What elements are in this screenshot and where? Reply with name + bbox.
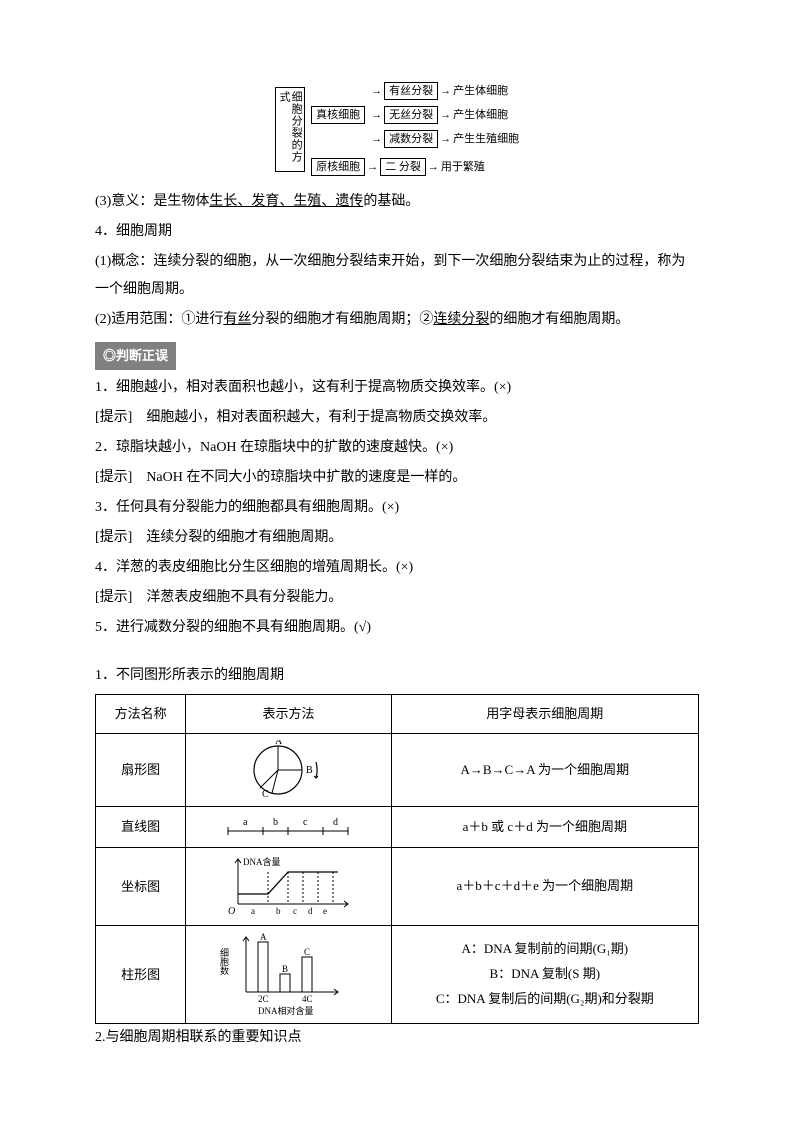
row0-out: 产生体细胞 (453, 80, 508, 102)
branch1-row0: → 有丝分裂 → 产生体细胞 (369, 80, 519, 102)
row3-name: 柱形图 (96, 926, 186, 1024)
svg-text:e: e (323, 906, 327, 916)
hint-3: [提示] 连续分裂的细胞才有细胞周期。 (95, 524, 699, 552)
row1-name: 直线图 (96, 807, 186, 848)
p4b: 分裂的细胞才有细胞周期；② (251, 312, 433, 327)
paragraph-4: 4．细胞周期 (95, 218, 699, 246)
table-intro: 1．不同图形所表示的细胞周期 (95, 662, 699, 690)
table-row: 直线图 a b c d a＋b 或 c＋d 为一个细胞周期 (96, 807, 699, 848)
judge-badge: ◎判断正误 (95, 342, 176, 370)
svg-text:a: a (251, 906, 255, 916)
arrow-icon: → (371, 128, 382, 150)
row3-line2: C：DNA 复制后的间期(G₂期)和分裂期 (436, 991, 654, 1006)
svg-text:c: c (293, 906, 297, 916)
row3-desc: A：DNA 复制前的间期(G₁期) B：DNA 复制(S 期) C：DNA 复制… (391, 926, 698, 1024)
svg-text:C: C (304, 947, 310, 957)
svg-text:O: O (228, 906, 235, 917)
hint-2: [提示] NaOH 在不同大小的琼脂块中扩散的速度是一样的。 (95, 464, 699, 492)
svg-text:B: B (282, 964, 288, 974)
row0-name: 扇形图 (96, 734, 186, 807)
p4-u1: 有丝 (223, 312, 251, 327)
arrow-icon: → (440, 104, 451, 126)
line-chart-icon: a b c d (218, 813, 358, 841)
svg-text:b: b (273, 817, 278, 828)
row0-box: 有丝分裂 (384, 82, 438, 100)
hint-4: [提示] 洋葱表皮细胞不具有分裂能力。 (95, 584, 699, 612)
svg-text:b: b (276, 906, 281, 916)
after-table: 2.与细胞周期相联系的重要知识点 (95, 1024, 699, 1052)
p1-underline: 生长、发育、生殖、遗传 (209, 194, 363, 209)
diagram-root: 细胞分裂的方式 (275, 87, 305, 172)
paragraph-concept: (1)概念：连续分裂的细胞，从一次细胞分裂结束开始，到下一次细胞分裂结束为止的过… (95, 248, 699, 304)
svg-text:2C: 2C (258, 994, 269, 1004)
row3-line1: B：DNA 复制(S 期) (490, 966, 601, 981)
branch2-row-out: 用于繁殖 (441, 156, 485, 178)
axis-chart-icon: DNA含量 O a b c d e (218, 854, 358, 919)
svg-text:B: B (306, 765, 313, 776)
row2-svg: DNA含量 O a b c d e (186, 848, 391, 926)
question-5: 5．进行减数分裂的细胞不具有细胞周期。(√) (95, 614, 699, 642)
pie-chart-icon: A B C (228, 740, 348, 800)
row2-desc: a＋b＋c＋d＋e 为一个细胞周期 (391, 848, 698, 926)
row2-name: 坐标图 (96, 848, 186, 926)
svg-text:4C: 4C (302, 994, 313, 1004)
row1-box: 无丝分裂 (384, 106, 438, 124)
p1-end: 的基础。 (363, 194, 419, 209)
table-row: 扇形图 A B C A→B→C→A 为一个细胞周期 (96, 734, 699, 807)
question-3: 3．任何具有分裂能力的细胞都具有细胞周期。(×) (95, 494, 699, 522)
svg-text:DNA含量: DNA含量 (243, 856, 281, 867)
branch2-label: 原核细胞 (311, 158, 365, 176)
arrow-icon: → (428, 156, 439, 178)
svg-text:a: a (243, 817, 248, 828)
svg-text:d: d (333, 817, 338, 828)
cell-division-diagram: 细胞分裂的方式 真核细胞 → 有丝分裂 → 产生体细胞 → 无丝分裂 → 产生体… (95, 80, 699, 178)
p4c: 的细胞才有细胞周期。 (489, 312, 629, 327)
arrow-icon: → (367, 156, 378, 178)
row1-out: 产生体细胞 (453, 104, 508, 126)
svg-text:d: d (308, 906, 313, 916)
branch-prokaryote: 原核细胞 → 二 分裂 → 用于繁殖 (311, 156, 519, 178)
branch1-label: 真核细胞 (311, 106, 365, 124)
branch-eukaryote: 真核细胞 → 有丝分裂 → 产生体细胞 → 无丝分裂 → 产生体细胞 (311, 80, 519, 150)
paragraph-meaning: (3)意义：是生物体生长、发育、生殖、遗传的基础。 (95, 188, 699, 216)
hint-1: [提示] 细胞越小，相对表面积越大，有利于提高物质交换效率。 (95, 404, 699, 432)
svg-text:A: A (275, 740, 283, 747)
arrow-icon: → (440, 128, 451, 150)
th-letter: 用字母表示细胞周期 (391, 695, 698, 734)
row0-svg: A B C (186, 734, 391, 807)
p4-u2: 连续分裂 (433, 312, 489, 327)
cycle-table: 方法名称 表示方法 用字母表示细胞周期 扇形图 A B C (95, 694, 699, 1024)
question-1: 1．细胞越小，相对表面积也越小，这有利于提高物质交换效率。(×) (95, 374, 699, 402)
branch2-row-box: 二 分裂 (380, 158, 426, 176)
paragraph-scope: (2)适用范围：①进行有丝分裂的细胞才有细胞周期；②连续分裂的细胞才有细胞周期。 (95, 306, 699, 334)
question-4: 4．洋葱的表皮细胞比分生区细胞的增殖周期长。(×) (95, 554, 699, 582)
diagram-container: 细胞分裂的方式 真核细胞 → 有丝分裂 → 产生体细胞 → 无丝分裂 → 产生体… (275, 80, 519, 178)
arrow-icon: → (371, 104, 382, 126)
svg-text:DNA相对含量: DNA相对含量 (258, 1005, 314, 1016)
table-header-row: 方法名称 表示方法 用字母表示细胞周期 (96, 695, 699, 734)
row1-desc: a＋b 或 c＋d 为一个细胞周期 (391, 807, 698, 848)
svg-text:C: C (262, 789, 269, 800)
row0-desc: A→B→C→A 为一个细胞周期 (391, 734, 698, 807)
arrow-icon: → (440, 80, 451, 102)
branch1-row2: → 减数分裂 → 产生生殖细胞 (369, 128, 519, 150)
bar-chart-icon: A B C 2C 4C 细胞数 DNA相对含量 (218, 932, 358, 1017)
p4a: (2)适用范围：①进行 (95, 312, 223, 327)
row2-box: 减数分裂 (384, 130, 438, 148)
question-2: 2．琼脂块越小，NaOH 在琼脂块中的扩散的速度越快。(×) (95, 434, 699, 462)
arrow-icon: → (371, 80, 382, 102)
table-row: 坐标图 DNA含量 O a b c (96, 848, 699, 926)
p1-text: (3)意义：是生物体 (95, 194, 209, 209)
th-method: 方法名称 (96, 695, 186, 734)
branch1-row1: → 无丝分裂 → 产生体细胞 (369, 104, 519, 126)
svg-text:c: c (303, 817, 308, 828)
svg-text:细胞数: 细胞数 (219, 947, 229, 976)
th-display: 表示方法 (186, 695, 391, 734)
row3-svg: A B C 2C 4C 细胞数 DNA相对含量 (186, 926, 391, 1024)
row3-line0: A：DNA 复制前的间期(G₁期) (461, 941, 628, 956)
table-row: 柱形图 A B C 2C 4C 细胞数 DNA相对含量 (96, 926, 699, 1024)
row1-svg: a b c d (186, 807, 391, 848)
svg-text:A: A (260, 932, 267, 942)
row2-out: 产生生殖细胞 (453, 128, 519, 150)
